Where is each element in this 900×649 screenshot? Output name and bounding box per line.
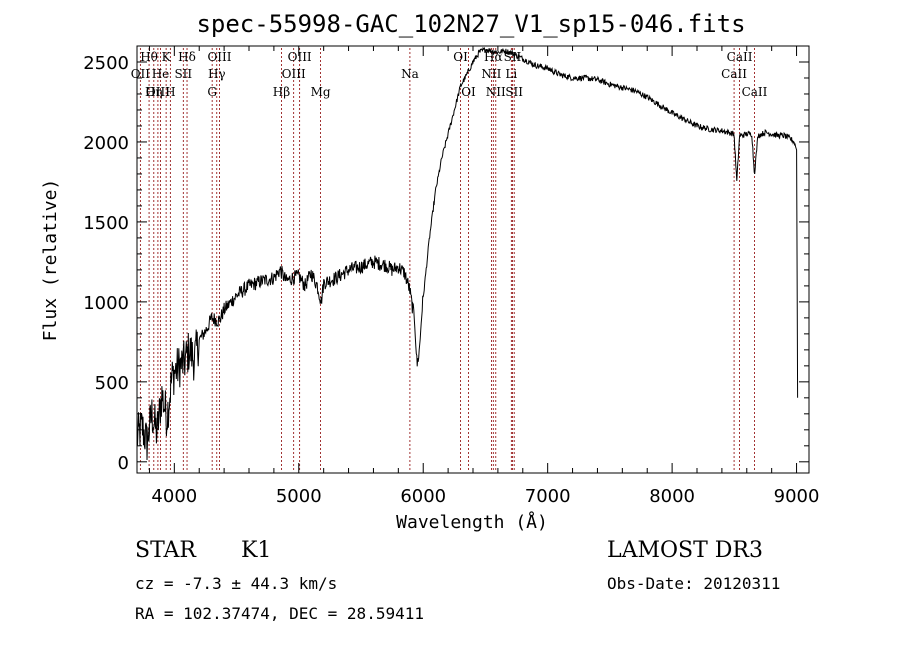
- line-label-9: G: [207, 85, 217, 99]
- x-tick-label: 4000: [151, 486, 197, 507]
- line-label-8: Hδ: [178, 50, 196, 64]
- y-axis: 0 500 1000 1500 2000 2500: [83, 53, 809, 474]
- x-tick-label: 9000: [774, 486, 820, 507]
- line-label-7: SII: [174, 67, 192, 81]
- spectrum-series-line: [136, 46, 799, 461]
- line-label-0: Hθ: [140, 50, 158, 64]
- spectral-line-markers: [139, 48, 755, 472]
- object-class: STAR: [135, 538, 196, 563]
- line-label-21: NII: [486, 85, 506, 99]
- y-axis-label: Flux (relative): [40, 179, 61, 342]
- y-tick-label: 1000: [83, 293, 129, 314]
- line-label-24: SII: [505, 85, 523, 99]
- line-label-6: H: [165, 85, 175, 99]
- y-tick-label: 2000: [83, 133, 129, 154]
- x-tick-label: 7000: [525, 486, 571, 507]
- plot-frame: [136, 45, 810, 474]
- line-label-1: OII: [131, 67, 151, 81]
- line-label-10: Hγ: [208, 67, 226, 81]
- object-subclass: K1: [241, 538, 272, 563]
- x-axis-label: Wavelength (Å): [396, 511, 548, 533]
- line-label-27: CaII: [742, 85, 768, 99]
- line-label-26: CaII: [727, 50, 753, 64]
- line-label-3: Hη: [145, 85, 163, 99]
- y-tick-label: 1500: [83, 213, 129, 234]
- line-label-12: Hβ: [273, 85, 290, 99]
- spectral-line-labels: HθOIIOIIIHηHeKHSIIHδGHγOIIIHβOIIIOIIIMgN…: [131, 50, 768, 99]
- redshift-velocity: cz = -7.3 ± 44.3 km/s: [135, 574, 338, 593]
- y-tick-label: 2500: [83, 53, 129, 74]
- line-label-14: OIII: [288, 50, 312, 64]
- line-label-25: CaII: [721, 67, 747, 81]
- line-label-17: OI: [453, 50, 468, 64]
- line-label-16: Na: [401, 67, 419, 81]
- line-label-11: OIII: [207, 50, 231, 64]
- x-tick-label: 8000: [649, 486, 695, 507]
- line-label-19: NII: [481, 67, 501, 81]
- survey-name: LAMOST DR3: [607, 538, 763, 563]
- chart-title: spec-55998-GAC_102N27_V1_sp15-046.fits: [196, 10, 745, 38]
- x-tick-label: 6000: [400, 486, 446, 507]
- x-tick-label: 5000: [276, 486, 322, 507]
- line-label-22: Li: [505, 67, 517, 81]
- line-label-13: OIII: [282, 67, 306, 81]
- y-tick-label: 500: [95, 373, 129, 394]
- line-label-15: Mg: [311, 85, 331, 99]
- observation-date: Obs-Date: 20120311: [607, 574, 781, 593]
- line-label-2: OIII: [146, 85, 170, 99]
- ra-dec-coordinates: RA = 102.37474, DEC = 28.59411: [135, 604, 424, 623]
- line-label-4: He: [152, 67, 170, 81]
- x-axis: 4000 5000 6000 7000 8000 9000: [148, 46, 820, 507]
- line-label-18: OI: [461, 85, 476, 99]
- line-label-5: K: [162, 50, 172, 64]
- y-tick-label: 0: [118, 453, 129, 474]
